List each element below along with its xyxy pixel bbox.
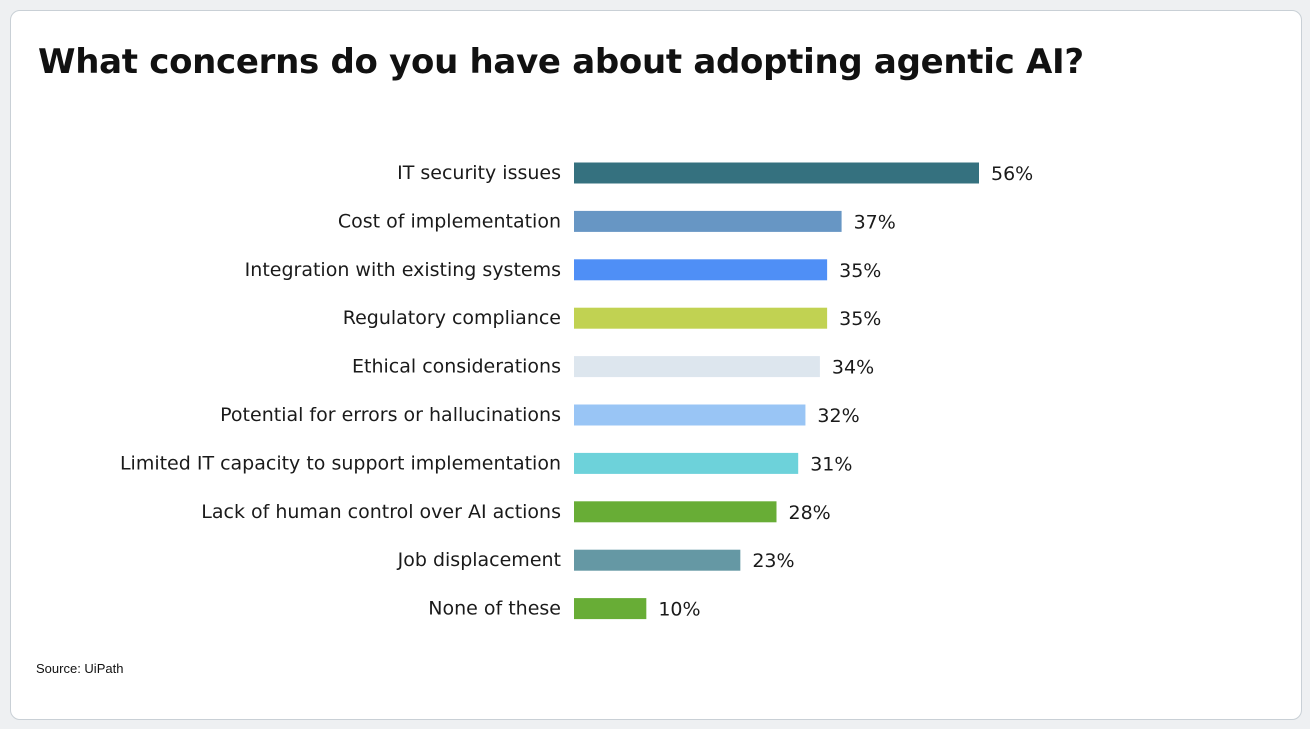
bar: [574, 452, 799, 474]
category-label: Integration with existing systems: [245, 259, 561, 281]
bar: [574, 404, 806, 426]
value-label: 23%: [752, 550, 794, 572]
chart-title: What concerns do you have about adopting…: [38, 42, 1084, 82]
bar: [574, 210, 842, 232]
bar: [574, 356, 820, 378]
source-note: Source: UiPath: [36, 661, 124, 676]
category-label: None of these: [428, 598, 561, 620]
category-label: Job displacement: [397, 549, 561, 571]
category-label: Lack of human control over AI actions: [201, 501, 561, 523]
value-label: 32%: [817, 405, 859, 427]
bar-chart: IT security issues 56% Cost of implementat…: [120, 162, 1033, 621]
value-label: 34%: [832, 357, 874, 379]
value-label: 35%: [839, 260, 881, 282]
category-label: Ethical considerations: [352, 356, 561, 378]
category-label: Regulatory compliance: [343, 307, 561, 329]
category-label: Potential for errors or hallucinations: [220, 404, 561, 426]
category-label: Cost of implementation: [338, 210, 561, 232]
bar: [574, 162, 979, 184]
bar: [574, 307, 828, 329]
value-label: 35%: [839, 308, 881, 330]
value-label: 10%: [658, 599, 700, 621]
value-label: 37%: [854, 211, 896, 233]
category-label: IT security issues: [397, 162, 561, 184]
bar: [574, 501, 777, 523]
category-label: Limited IT capacity to support implement…: [120, 452, 561, 474]
bar: [574, 549, 741, 571]
value-label: 31%: [810, 453, 852, 475]
chart-card: What concerns do you have about adopting…: [10, 10, 1302, 720]
value-label: 56%: [991, 163, 1033, 185]
value-label: 28%: [789, 502, 831, 524]
bar: [574, 259, 828, 281]
bar: [574, 598, 647, 620]
